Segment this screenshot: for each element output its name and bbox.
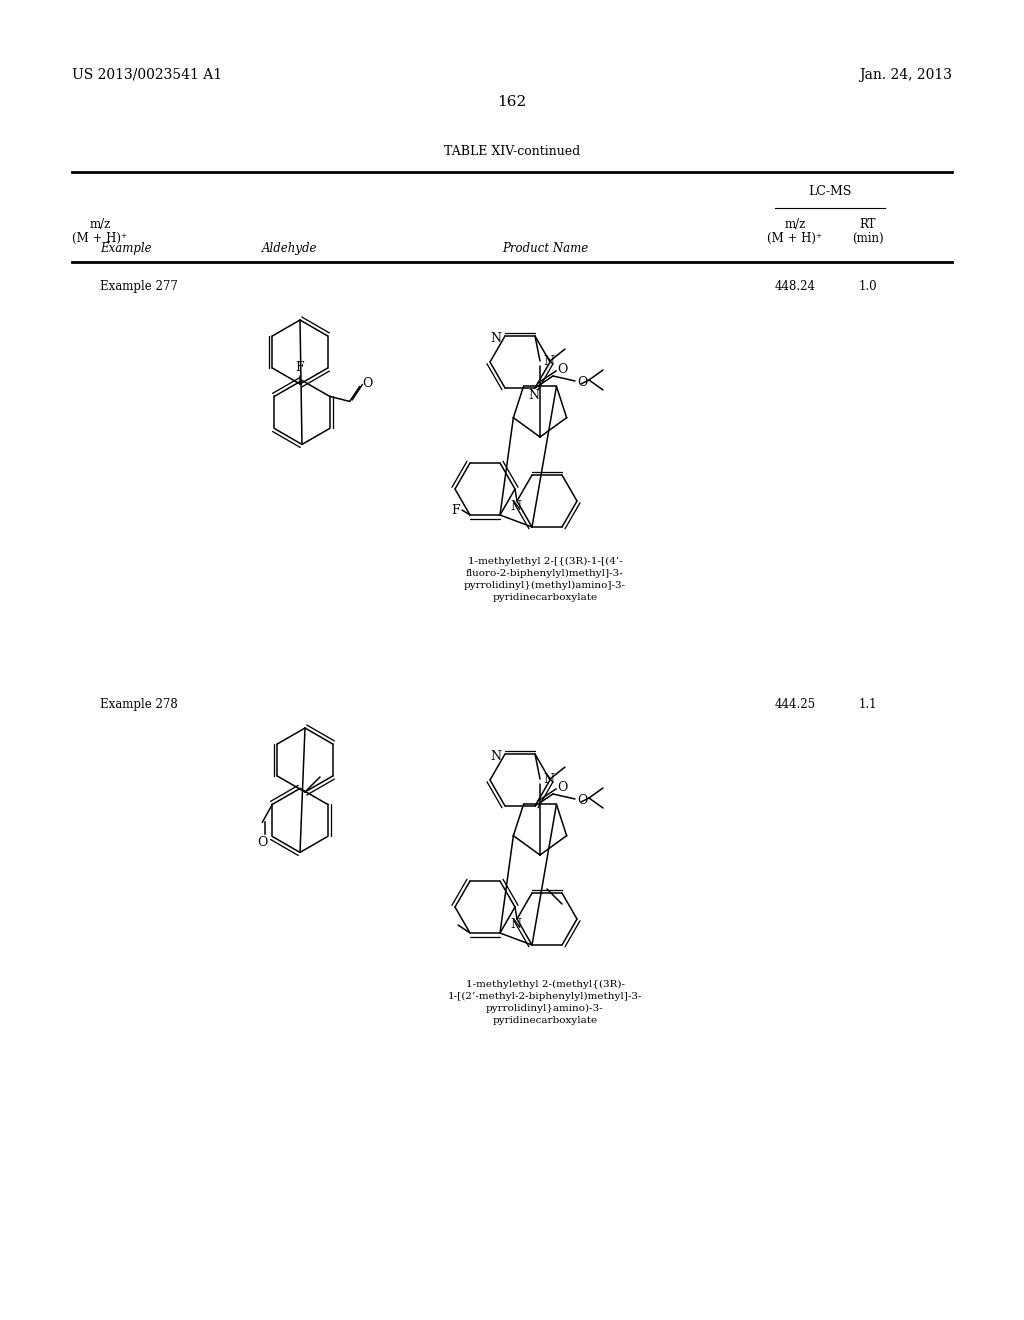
Text: N: N [543, 355, 554, 367]
Text: (min): (min) [852, 232, 884, 246]
Text: N: N [528, 389, 540, 403]
Text: m/z: m/z [89, 218, 111, 231]
Text: F: F [452, 503, 460, 516]
Text: RT: RT [860, 218, 877, 231]
Text: N: N [490, 331, 501, 345]
Text: N: N [511, 500, 521, 513]
Text: 1-methylethyl 2-(methyl{(3R)-
1-[(2’-methyl-2-biphenylyl)methyl]-3-
pyrrolidinyl: 1-methylethyl 2-(methyl{(3R)- 1-[(2’-met… [447, 979, 642, 1024]
Text: Product Name: Product Name [502, 242, 588, 255]
Text: 444.25: 444.25 [774, 698, 815, 711]
Text: 448.24: 448.24 [774, 280, 815, 293]
Text: O: O [557, 781, 567, 795]
Text: F: F [296, 360, 304, 374]
Text: (M + H)⁺: (M + H)⁺ [73, 232, 128, 246]
Text: O: O [577, 376, 588, 389]
Text: 162: 162 [498, 95, 526, 110]
Text: O: O [362, 378, 373, 389]
Text: TABLE XIV-continued: TABLE XIV-continued [443, 145, 581, 158]
Text: Jan. 24, 2013: Jan. 24, 2013 [859, 69, 952, 82]
Text: Example: Example [100, 242, 152, 255]
Text: 1.0: 1.0 [859, 280, 878, 293]
Text: O: O [577, 795, 588, 808]
Text: LC-MS: LC-MS [808, 185, 852, 198]
Text: 1-methylethyl 2-[{(3R)-1-[(4’-
fluoro-2-biphenylyl)methyl]-3-
pyrrolidinyl}(meth: 1-methylethyl 2-[{(3R)-1-[(4’- fluoro-2-… [464, 557, 626, 602]
Text: O: O [557, 363, 567, 376]
Text: m/z: m/z [784, 218, 806, 231]
Text: N: N [543, 772, 554, 785]
Text: N: N [490, 750, 501, 763]
Text: Aldehyde: Aldehyde [262, 242, 317, 255]
Text: US 2013/0023541 A1: US 2013/0023541 A1 [72, 69, 222, 82]
Text: O: O [257, 837, 267, 850]
Text: (M + H)⁺: (M + H)⁺ [767, 232, 822, 246]
Text: Example 278: Example 278 [100, 698, 178, 711]
Text: N: N [511, 917, 521, 931]
Text: 1.1: 1.1 [859, 698, 878, 711]
Text: Example 277: Example 277 [100, 280, 178, 293]
